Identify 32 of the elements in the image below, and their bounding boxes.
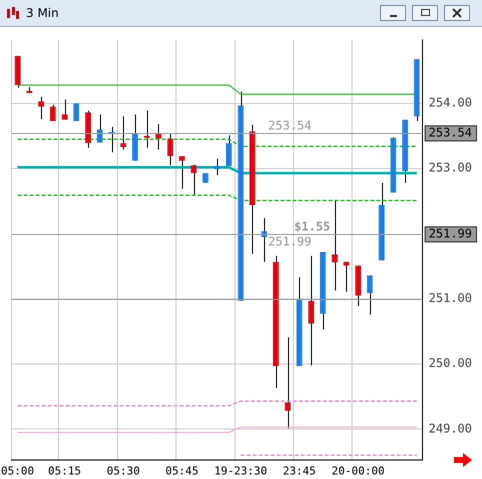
- chart-title: 3 Min: [26, 6, 59, 20]
- candlestick: [38, 96, 44, 120]
- x-tick-label: 05:30: [106, 464, 140, 478]
- x-tick-label: 20-00:00: [332, 464, 385, 478]
- candlestick: [167, 134, 174, 166]
- x-tick-label: 05:15: [48, 464, 82, 478]
- candlestick: [308, 255, 314, 366]
- ref-line-label: 251.99: [268, 234, 312, 248]
- candlestick: [366, 274, 373, 316]
- y-tick-label: 249.00: [428, 421, 472, 436]
- candlestick: [62, 98, 68, 120]
- x-tick-label: 19-23:30: [214, 464, 268, 478]
- ref-line-label: 253.54: [268, 118, 312, 132]
- x-tick-label: 23:45: [282, 464, 316, 478]
- candlestick: [120, 116, 126, 150]
- candlestick: [226, 134, 232, 166]
- candlestick: [179, 156, 185, 190]
- candlestick: [284, 336, 291, 430]
- candlestick: [73, 102, 80, 122]
- candlestick: [156, 124, 162, 150]
- y-tick-label: 251.00: [428, 290, 472, 305]
- text: 251.99: [428, 226, 472, 240]
- text: 253.54: [428, 125, 472, 140]
- candlestick: [343, 261, 350, 292]
- y-tick-label: 250.00: [428, 356, 472, 370]
- x-tick-label: 05:45: [165, 464, 199, 478]
- y-tick-label: 253.00: [428, 160, 472, 175]
- x-tick-label: 05:00: [1, 464, 34, 478]
- y-tick-label: 254.00: [428, 96, 472, 110]
- candlestick: [332, 199, 338, 291]
- annotation: $1.55: [294, 219, 330, 234]
- candlestick: [50, 104, 56, 122]
